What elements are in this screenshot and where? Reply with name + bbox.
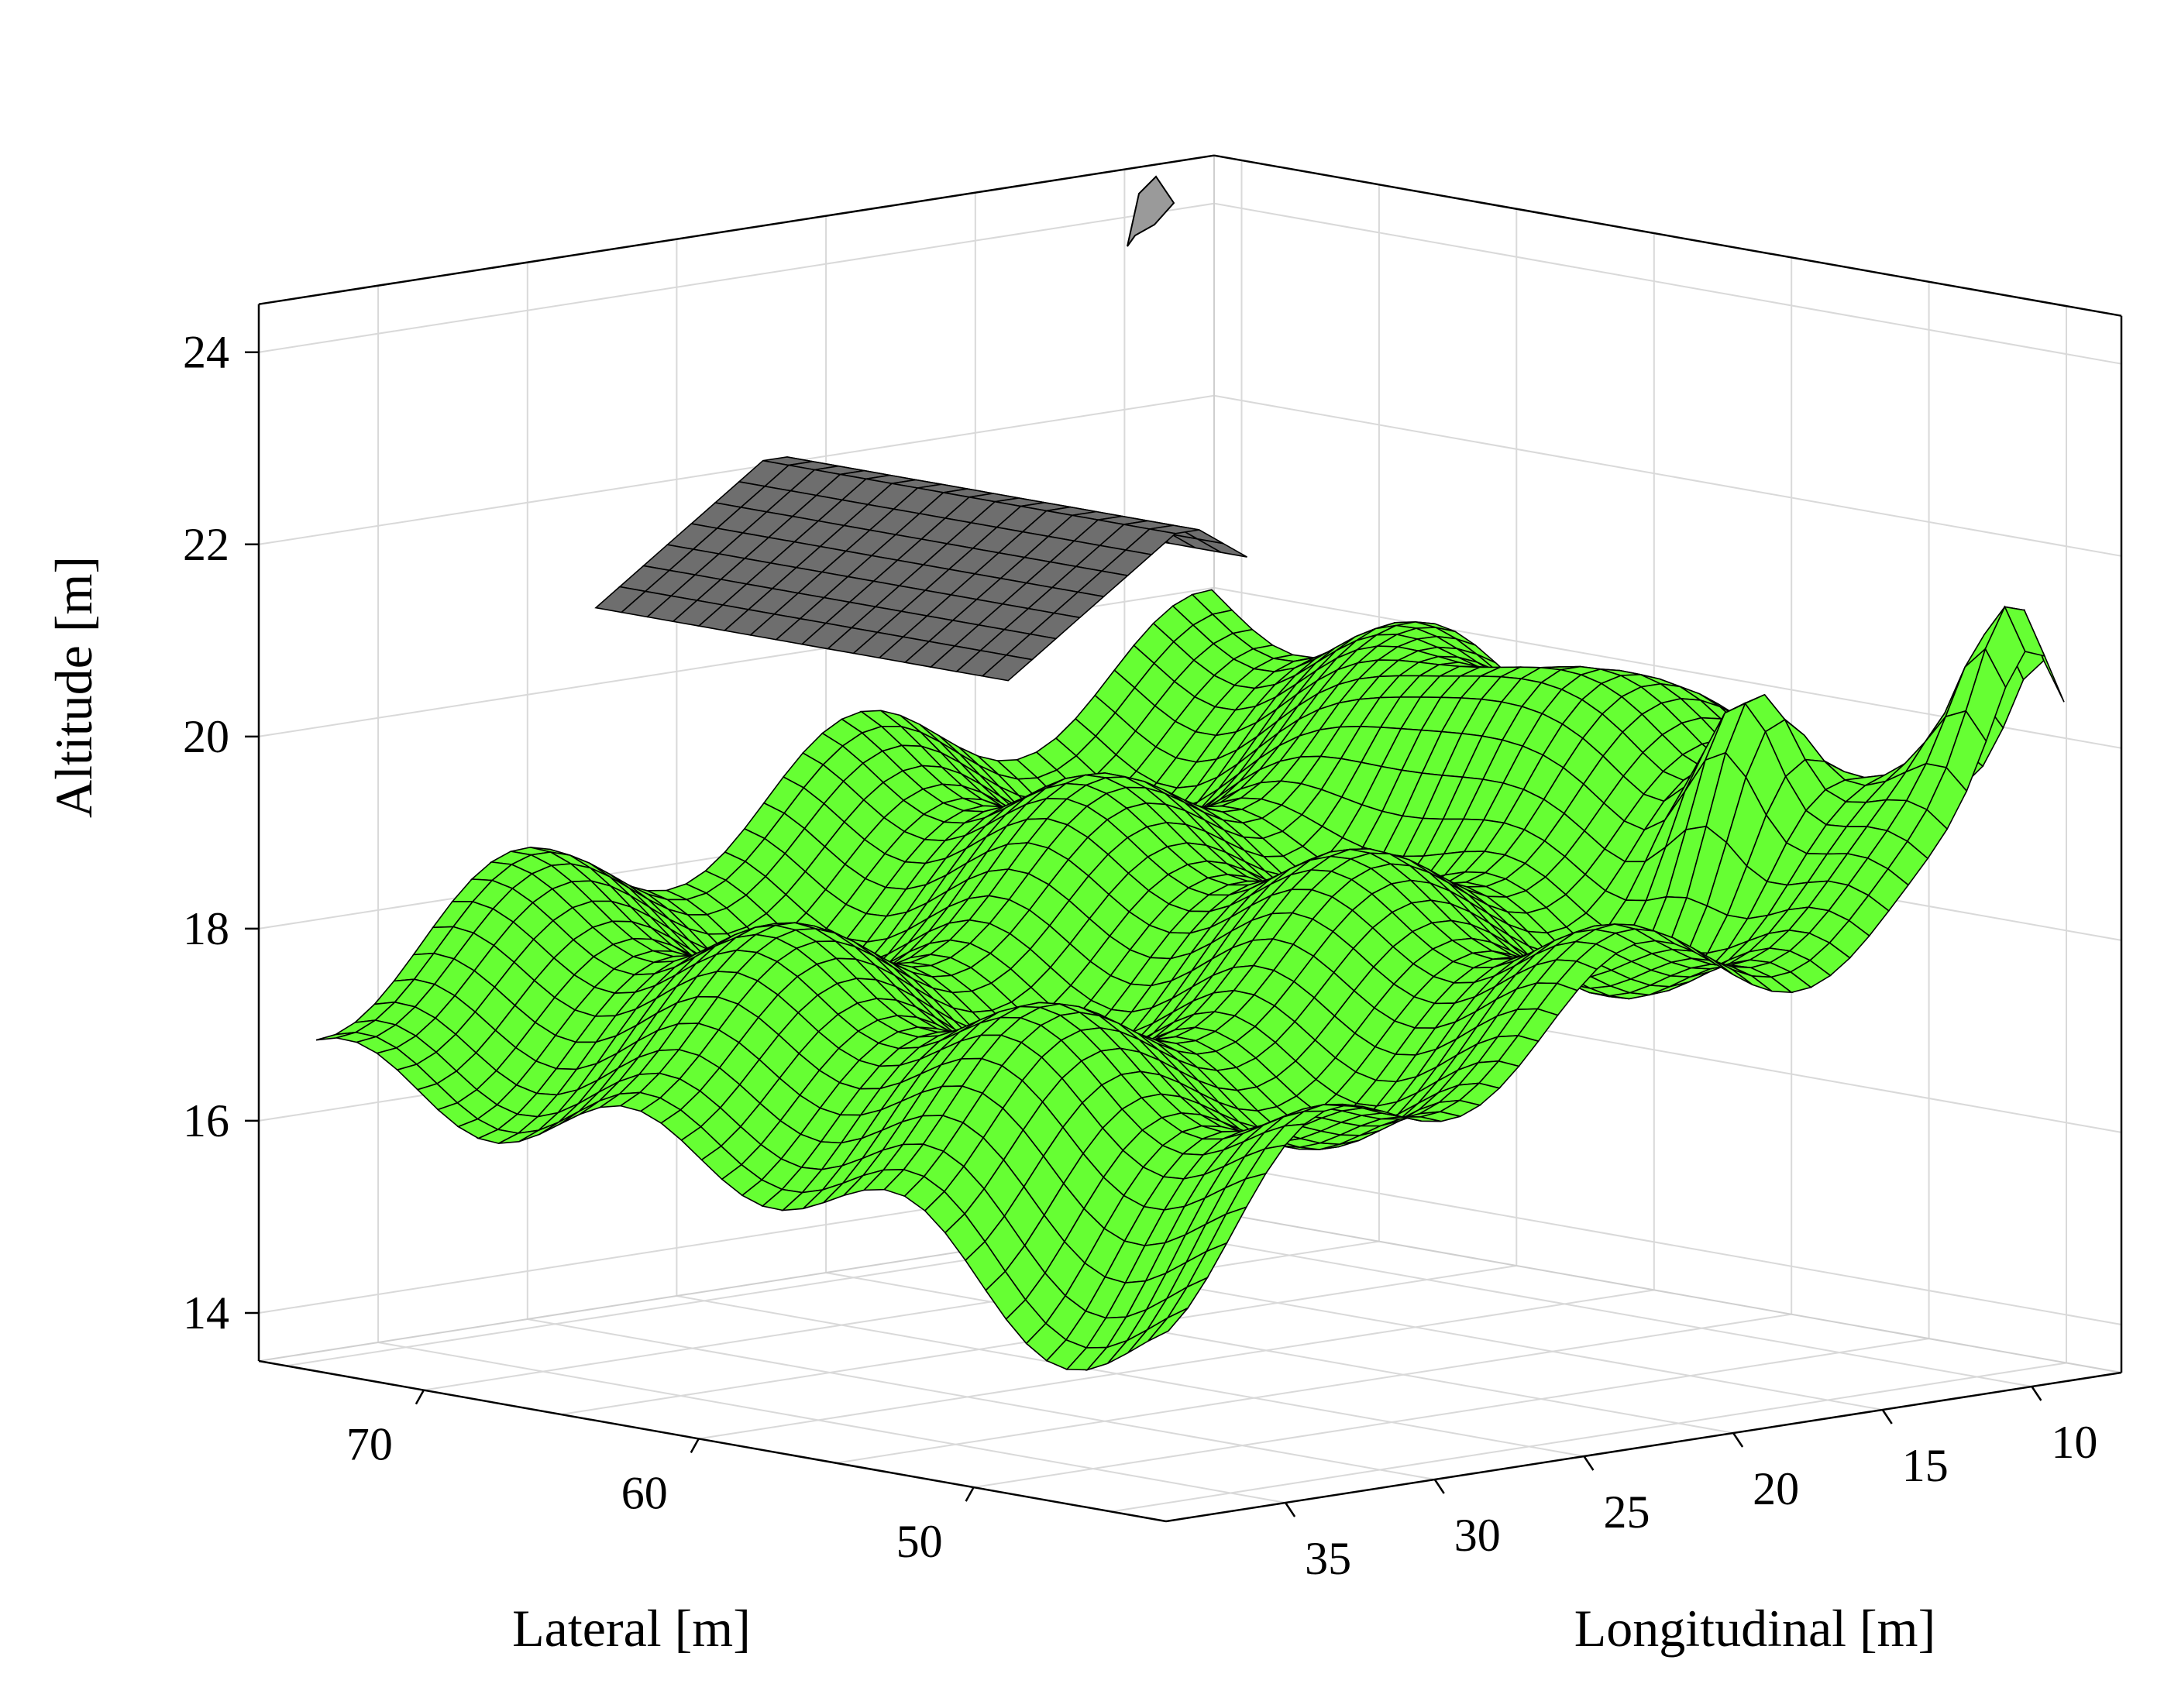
z-tick-label: 24 — [183, 327, 229, 378]
axis-line — [1165, 1371, 2122, 1523]
y-tick — [1285, 1502, 1296, 1517]
y-tick — [1583, 1455, 1595, 1471]
x-axis-label: Lateral [m] — [512, 1599, 751, 1658]
floating-fragment — [1127, 175, 1175, 247]
z-tick-label: 18 — [183, 903, 229, 954]
roof-surface — [594, 175, 1247, 682]
z-tick-label: 20 — [183, 711, 229, 762]
y-tick-label: 20 — [1753, 1463, 1799, 1514]
roof-cell — [981, 654, 1034, 682]
y-tick-label: 30 — [1454, 1510, 1501, 1561]
surface-cell — [1147, 1307, 1189, 1342]
x-tick — [690, 1438, 700, 1453]
axes — [245, 154, 2123, 1523]
y-tick — [1433, 1479, 1445, 1494]
axis-line — [258, 154, 1215, 305]
x-tick — [965, 1486, 975, 1502]
axis-line — [258, 1359, 1167, 1523]
y-tick — [1881, 1409, 1893, 1424]
y-axis-label: Longitudinal [m] — [1574, 1599, 1935, 1658]
axis-line — [1213, 154, 2122, 317]
x-tick-label: 50 — [896, 1516, 943, 1567]
z-tick-label: 22 — [183, 519, 229, 570]
z-tick-label: 16 — [183, 1095, 229, 1146]
tick-labels: 14 16 18 20 22 24 50 60 70 10 15 20 25 30 35 — [183, 327, 2097, 1584]
x-tick — [415, 1390, 425, 1405]
x-tick-label: 60 — [621, 1467, 668, 1518]
y-tick-label: 10 — [2051, 1417, 2097, 1468]
grid-line-z — [258, 202, 2122, 365]
y-tick-label: 35 — [1305, 1533, 1351, 1584]
z-tick-label: 14 — [183, 1287, 229, 1339]
terrain-surface — [315, 589, 2065, 1372]
y-tick-label: 25 — [1603, 1486, 1650, 1538]
y-tick — [2031, 1386, 2042, 1401]
y-tick — [1732, 1432, 1744, 1448]
x-tick-label: 70 — [346, 1419, 393, 1470]
y-tick-label: 15 — [1902, 1440, 1949, 1491]
z-axis-label: Altitude [m] — [44, 556, 103, 818]
box-edge — [1213, 1211, 2122, 1373]
